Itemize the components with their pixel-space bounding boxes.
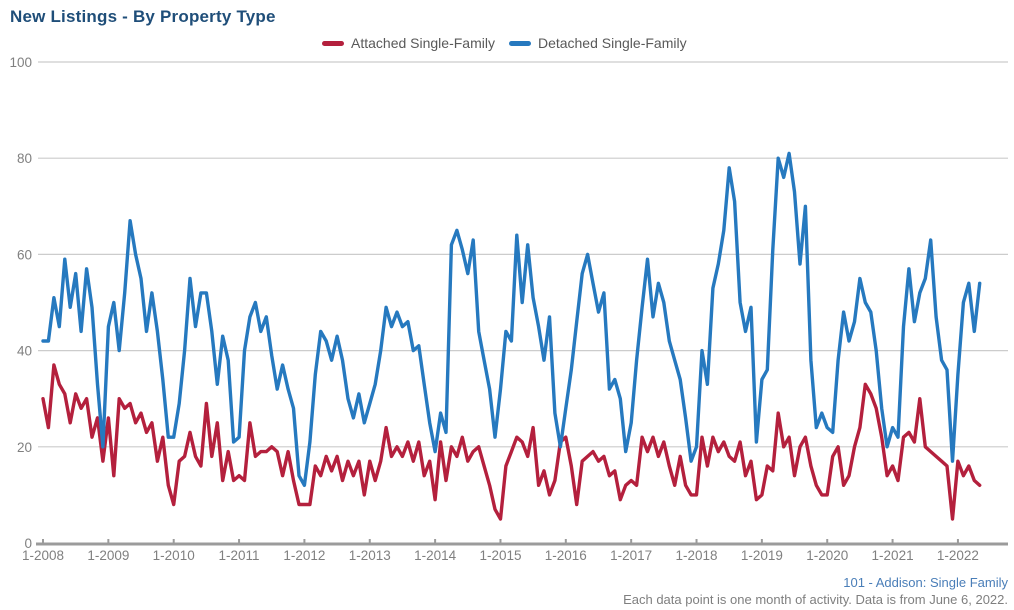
x-tick-label: 1-2022	[937, 548, 979, 563]
x-tick-label: 1-2015	[479, 548, 521, 563]
x-tick-label: 1-2013	[349, 548, 391, 563]
y-tick-label: 80	[17, 151, 32, 166]
x-tick-label: 1-2019	[741, 548, 783, 563]
x-tick-label: 1-2016	[545, 548, 587, 563]
axes	[36, 539, 1008, 546]
footer-note: Each data point is one month of activity…	[623, 592, 1008, 607]
gridlines	[38, 61, 1008, 448]
x-tick-label: 1-2017	[610, 548, 652, 563]
x-tick-label: 1-2020	[806, 548, 848, 563]
y-tick-label: 60	[17, 247, 32, 262]
legend-item-detached[interactable]: Detached Single-Family	[508, 35, 687, 51]
legend-label-detached: Detached Single-Family	[537, 35, 687, 51]
footer-area-label[interactable]: 101 - Addison: Single Family	[843, 575, 1008, 590]
y-tick-label: 0	[24, 536, 32, 551]
y-tick-label: 20	[17, 440, 32, 455]
x-tick-label: 1-2014	[414, 548, 457, 563]
detached-series-swatch-icon	[508, 40, 531, 46]
attached-single-family-line[interactable]	[41, 363, 982, 521]
legend-label-attached: Attached Single-Family	[351, 35, 495, 51]
data-series	[41, 151, 982, 521]
x-tick-label: 1-2018	[675, 548, 717, 563]
detached-single-family-line[interactable]	[41, 151, 982, 487]
x-tick-label: 1-2010	[153, 548, 195, 563]
x-tick-label: 1-2012	[283, 548, 325, 563]
attached-series-swatch-icon	[322, 40, 344, 46]
legend-item-attached[interactable]: Attached Single-Family	[322, 35, 495, 51]
axis-labels: 0 20 40 60 80 100 1-2008 1-2009 1-2010 1-2011 1-20…	[9, 55, 978, 563]
x-tick-label: 1-2009	[87, 548, 129, 563]
x-tick-label: 1-2008	[22, 548, 64, 563]
chart-footer: 101 - Addison: Single Family Each data p…	[623, 574, 1008, 608]
y-tick-label: 100	[9, 55, 32, 70]
x-tick-label: 1-2021	[872, 548, 914, 563]
legend: Attached Single-Family Detached Single-F…	[322, 35, 687, 51]
y-tick-label: 40	[17, 344, 32, 359]
chart-title: New Listings - By Property Type	[10, 7, 276, 26]
x-tick-label: 1-2011	[219, 548, 260, 563]
